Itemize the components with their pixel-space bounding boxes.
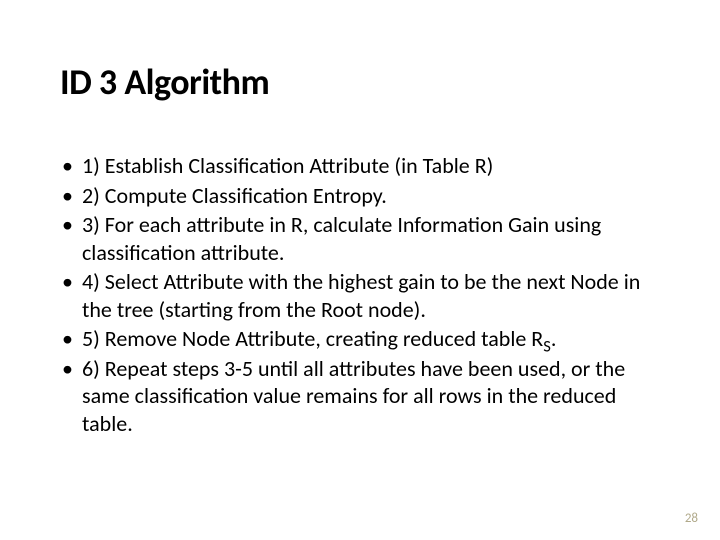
bullet-text: 5) Remove Node Attribute, creating reduc…: [82, 325, 543, 352]
bullet-item: 4) Select Attribute with the highest gai…: [60, 268, 660, 323]
slide-title: ID 3 Algorithm: [60, 60, 660, 104]
bullet-item: 1) Establish Classification Attribute (i…: [60, 152, 660, 180]
slide: ID 3 Algorithm 1) Establish Classificati…: [0, 0, 720, 540]
bullet-item: 5) Remove Node Attribute, creating reduc…: [60, 325, 660, 353]
bullet-text-tail: .: [551, 325, 557, 352]
bullet-item: 6) Repeat steps 3-5 until all attributes…: [60, 355, 660, 438]
subscript: S: [543, 336, 551, 356]
page-number: 28: [685, 511, 698, 526]
bullet-item: 3) For each attribute in R, calculate In…: [60, 211, 660, 266]
bullet-list: 1) Establish Classification Attribute (i…: [60, 152, 660, 437]
bullet-item: 2) Compute Classification Entropy.: [60, 182, 660, 210]
